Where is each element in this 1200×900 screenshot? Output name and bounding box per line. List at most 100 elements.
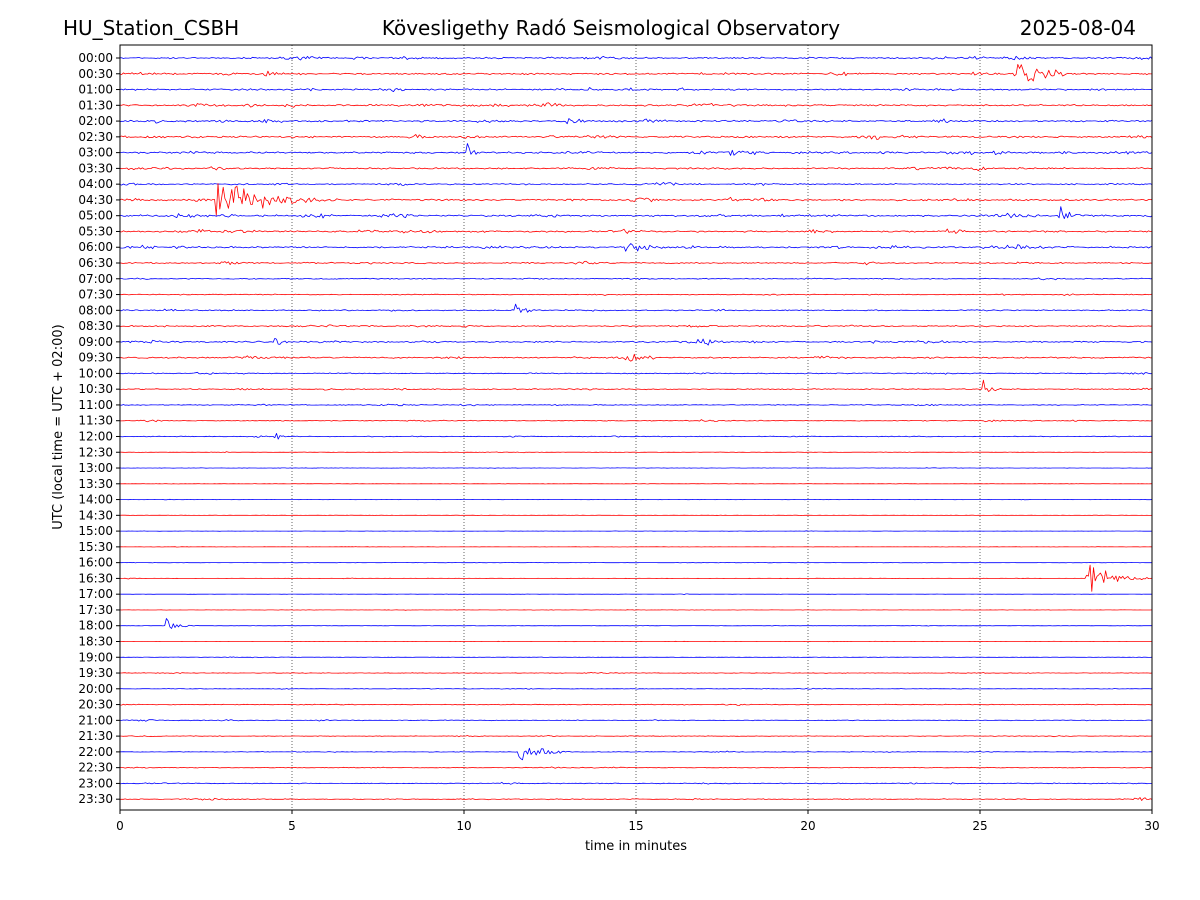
trace-04:00 (119, 182, 1153, 186)
observatory-title: Kövesligethy Radó Seismological Observat… (381, 16, 841, 40)
y-tick-label: 19:00 (78, 650, 113, 664)
trace-09:30 (119, 353, 1153, 362)
trace-00:00 (120, 55, 1153, 61)
trace-23:30 (120, 797, 1153, 801)
trace-15:00 (120, 530, 1153, 532)
y-tick-label: 05:30 (78, 224, 113, 238)
y-tick-label: 11:30 (78, 414, 113, 428)
y-tick-label: 19:30 (78, 666, 113, 680)
trace-15:30 (120, 546, 1153, 548)
y-tick-label: 01:30 (78, 98, 113, 112)
y-tick-label: 14:00 (78, 493, 113, 507)
y-tick-label: 00:30 (78, 67, 113, 81)
x-axis-label: time in minutes (585, 839, 687, 854)
trace-04:30 (119, 183, 1153, 216)
trace-23:00 (119, 781, 1153, 785)
trace-17:30 (119, 609, 1153, 611)
grid-lines (291, 45, 981, 810)
y-tick-label: 00:00 (78, 51, 113, 65)
y-tick-label: 13:30 (78, 477, 113, 491)
y-tick-label: 06:30 (78, 256, 113, 270)
y-tick-label: 02:00 (78, 114, 113, 128)
y-tick-label: 20:30 (78, 698, 113, 712)
trace-13:00 (119, 467, 1153, 469)
trace-11:00 (119, 403, 1153, 407)
trace-12:30 (119, 451, 1153, 454)
trace-19:00 (120, 656, 1153, 659)
x-tick-label: 20 (800, 819, 815, 833)
trace-00:30 (119, 64, 1152, 82)
y-tick-label: 08:00 (78, 303, 113, 317)
trace-01:00 (119, 87, 1153, 92)
y-tick-label: 09:30 (78, 351, 113, 365)
y-tick-label: 17:30 (78, 603, 113, 617)
station-title: HU_Station_CSBH (63, 16, 240, 40)
y-tick-label: 22:00 (78, 745, 113, 759)
y-tick-label: 03:00 (78, 146, 113, 160)
y-tick-label: 16:30 (78, 571, 113, 585)
x-tick-label: 10 (456, 819, 471, 833)
y-tick-label: 05:00 (78, 209, 113, 223)
trace-07:00 (120, 277, 1153, 281)
trace-08:30 (119, 324, 1153, 328)
trace-19:30 (120, 672, 1153, 674)
trace-22:30 (120, 766, 1153, 769)
trace-14:00 (119, 498, 1153, 501)
trace-02:30 (119, 134, 1153, 140)
trace-07:30 (119, 293, 1153, 296)
trace-10:30 (120, 379, 1153, 392)
y-tick-label: 14:30 (78, 508, 113, 522)
date-title: 2025-08-04 (1019, 16, 1136, 40)
trace-06:00 (119, 243, 1153, 252)
trace-22:00 (120, 747, 1153, 761)
trace-06:30 (119, 260, 1153, 266)
trace-17:00 (119, 593, 1153, 595)
trace-21:00 (120, 719, 1153, 722)
trace-02:00 (119, 118, 1153, 125)
trace-08:00 (120, 303, 1153, 313)
trace-11:30 (120, 419, 1153, 423)
y-tick-label: 10:00 (78, 366, 113, 380)
y-tick-label: 01:00 (78, 83, 113, 97)
y-tick-label: 10:30 (78, 382, 113, 396)
y-tick-label: 09:00 (78, 335, 113, 349)
y-tick-label: 08:30 (78, 319, 113, 333)
y-tick-label: 15:30 (78, 540, 113, 554)
x-tick-label: 25 (972, 819, 987, 833)
y-tick-label: 20:00 (78, 682, 113, 696)
trace-20:30 (119, 703, 1153, 706)
trace-03:00 (120, 143, 1153, 156)
trace-10:00 (119, 371, 1153, 375)
trace-12:00 (119, 433, 1152, 440)
x-tick-label: 15 (628, 819, 643, 833)
y-tick-label: 13:00 (78, 461, 113, 475)
y-tick-label: 23:00 (78, 776, 113, 790)
trace-05:00 (119, 206, 1153, 219)
x-tick-label: 5 (288, 819, 296, 833)
y-tick-label: 22:30 (78, 761, 113, 775)
y-tick-label: 18:30 (78, 634, 113, 648)
y-tick-label: 23:30 (78, 792, 113, 806)
y-tick-label: 04:30 (78, 193, 113, 207)
trace-18:00 (119, 618, 1152, 629)
y-tick-label: 06:00 (78, 240, 113, 254)
y-tick-label: 12:00 (78, 429, 113, 443)
x-axis-ticks: 0 5 10 15 20 25 30 (116, 810, 1160, 833)
trace-05:30 (119, 228, 1153, 234)
trace-16:30 (119, 564, 1153, 592)
y-tick-label: 07:30 (78, 288, 113, 302)
y-tick-label: 21:00 (78, 713, 113, 727)
y-tick-label: 03:30 (78, 161, 113, 175)
y-tick-label: 16:00 (78, 556, 113, 570)
x-tick-label: 0 (116, 819, 124, 833)
y-tick-label: 07:00 (78, 272, 113, 286)
y-tick-label: 15:00 (78, 524, 113, 538)
trace-20:00 (119, 687, 1152, 690)
trace-09:00 (119, 338, 1153, 346)
trace-16:00 (119, 562, 1153, 564)
y-tick-label: 18:00 (78, 619, 113, 633)
y-tick-label: 21:30 (78, 729, 113, 743)
y-tick-label: 04:00 (78, 177, 113, 191)
